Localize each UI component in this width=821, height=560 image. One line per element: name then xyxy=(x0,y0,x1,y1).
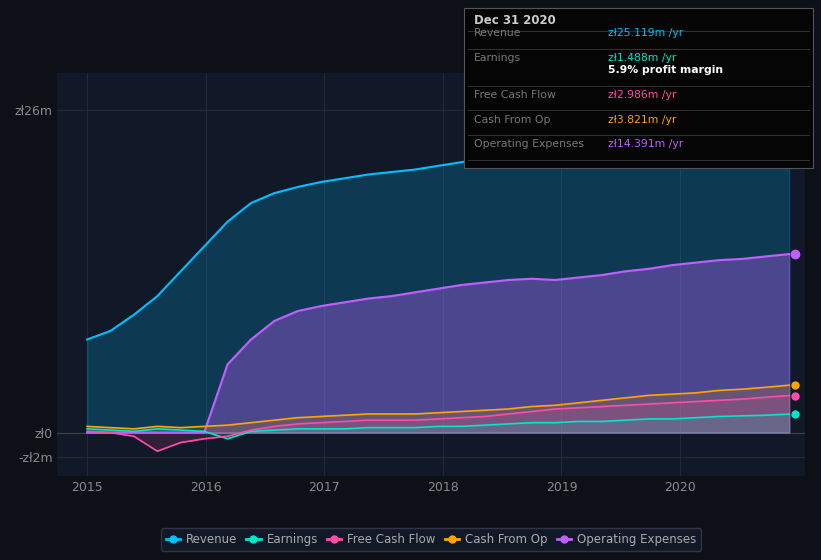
Text: Free Cash Flow: Free Cash Flow xyxy=(474,90,556,100)
Legend: Revenue, Earnings, Free Cash Flow, Cash From Op, Operating Expenses: Revenue, Earnings, Free Cash Flow, Cash … xyxy=(161,528,701,550)
Text: zł25.119m /yr: zł25.119m /yr xyxy=(608,29,683,39)
Text: zł14.391m /yr: zł14.391m /yr xyxy=(608,139,683,150)
Text: Dec 31 2020: Dec 31 2020 xyxy=(474,14,556,27)
Text: Earnings: Earnings xyxy=(474,53,521,63)
Text: zł3.821m /yr: zł3.821m /yr xyxy=(608,115,676,125)
Text: 5.9% profit margin: 5.9% profit margin xyxy=(608,66,722,76)
Text: zł1.488m /yr: zł1.488m /yr xyxy=(608,53,676,63)
Text: zł2.986m /yr: zł2.986m /yr xyxy=(608,90,676,100)
Text: Cash From Op: Cash From Op xyxy=(474,115,550,125)
Text: Operating Expenses: Operating Expenses xyxy=(474,139,584,150)
Text: Revenue: Revenue xyxy=(474,29,521,39)
